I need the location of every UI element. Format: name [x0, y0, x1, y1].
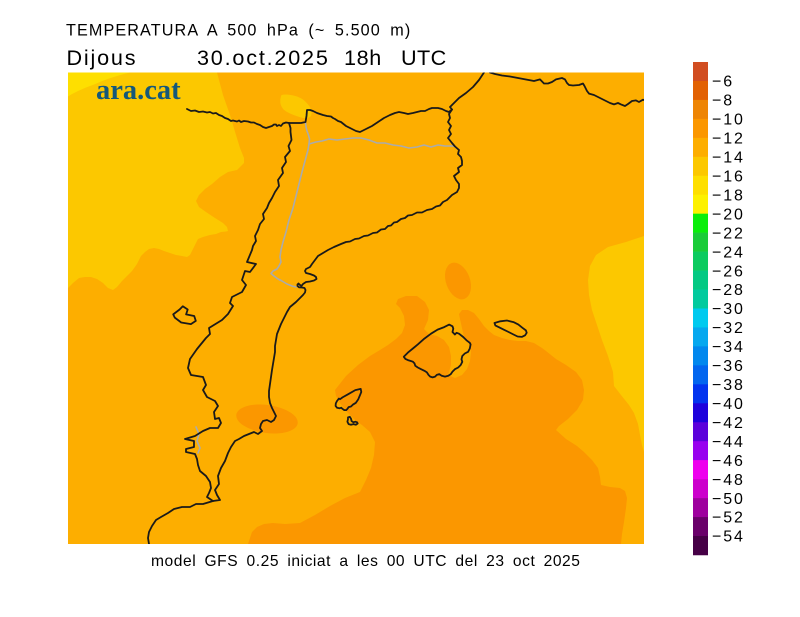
svg-text:−18: −18 [712, 187, 745, 204]
svg-text:−22: −22 [712, 225, 745, 242]
svg-text:−54: −54 [712, 529, 745, 546]
svg-text:−36: −36 [712, 358, 745, 375]
svg-text:−10: −10 [712, 112, 745, 129]
svg-text:−28: −28 [712, 282, 745, 299]
svg-text:−24: −24 [712, 244, 745, 261]
svg-text:−16: −16 [712, 169, 745, 186]
svg-text:30.oct.2025: 30.oct.2025 [197, 45, 330, 70]
svg-text:−50: −50 [712, 491, 745, 508]
svg-text:−26: −26 [712, 263, 745, 280]
svg-text:−30: −30 [712, 301, 745, 318]
svg-text:−34: −34 [712, 339, 745, 356]
svg-text:−14: −14 [712, 150, 745, 167]
svg-text:ara.cat: ara.cat [96, 75, 181, 106]
svg-text:−38: −38 [712, 377, 745, 394]
svg-text:−46: −46 [712, 453, 745, 470]
svg-text:−44: −44 [712, 434, 745, 451]
svg-text:−52: −52 [712, 510, 745, 527]
svg-text:−32: −32 [712, 320, 745, 337]
svg-text:TEMPERATURA A 500 hPa (~ 5.500: TEMPERATURA A 500 hPa (~ 5.500 m) [66, 22, 411, 40]
svg-text:18h: 18h [344, 45, 382, 70]
svg-text:−20: −20 [712, 206, 745, 223]
svg-text:Dijous: Dijous [67, 45, 138, 70]
svg-text:−42: −42 [712, 415, 745, 432]
svg-text:model GFS 0.25 iniciat a les 0: model GFS 0.25 iniciat a les 00 UTC del … [151, 553, 581, 570]
svg-text:−40: −40 [712, 396, 745, 413]
svg-text:−12: −12 [712, 131, 745, 148]
svg-text:UTC: UTC [401, 45, 447, 70]
svg-text:−6: −6 [712, 74, 734, 91]
svg-text:−48: −48 [712, 472, 745, 489]
svg-text:−8: −8 [712, 93, 734, 110]
